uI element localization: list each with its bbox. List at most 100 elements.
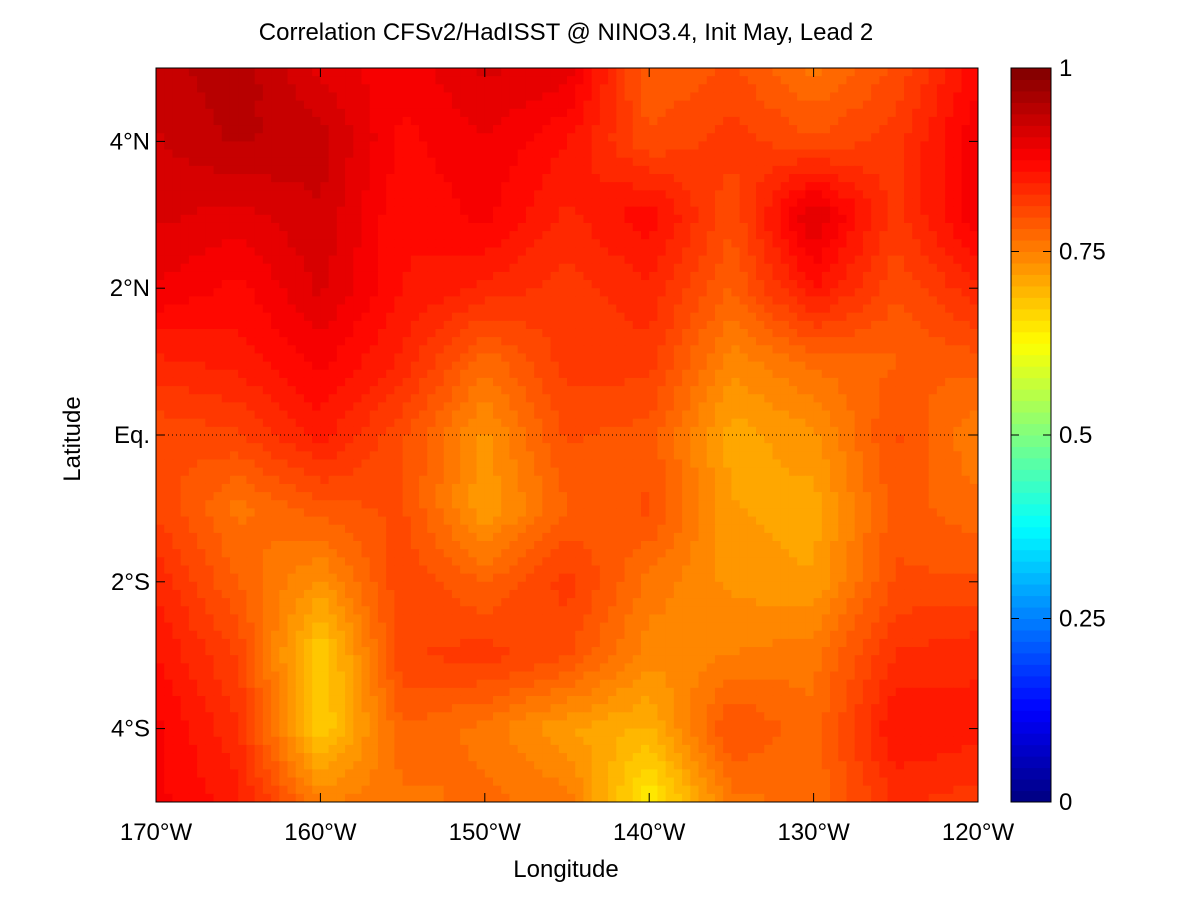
heatmap-cell [246,328,256,338]
heatmap-cell [871,459,880,469]
heatmap-cell [616,125,626,134]
heatmap-cell [854,410,864,420]
heatmap-cell [632,76,642,85]
heatmap-cell [345,68,354,77]
heatmap-cell [221,337,231,346]
heatmap-cell [271,214,280,224]
heatmap-cell [410,190,420,200]
heatmap-cell [830,231,839,240]
heatmap-cell [271,125,280,134]
heatmap-cell [862,296,872,306]
heatmap-cell [279,206,289,216]
heatmap-cell [493,76,502,85]
heatmap-cell [731,467,741,477]
heatmap-cell [229,394,239,403]
heatmap-cell [887,125,897,134]
heatmap-cell [945,165,954,175]
heatmap-cell [287,206,297,216]
heatmap-cell [205,100,215,110]
heatmap-cell [608,174,617,183]
heatmap-cell [279,165,289,175]
heatmap-cell [386,100,395,110]
heatmap-cell [583,353,593,363]
heatmap-cell [805,165,815,175]
heatmap-cell [254,402,264,412]
heatmap-cell [673,271,683,281]
heatmap-cell [567,222,576,232]
heatmap-cell [846,312,856,322]
heatmap-cell [320,149,330,159]
heatmap-cell [723,157,732,167]
heatmap-cell [821,353,831,363]
heatmap-cell [238,418,248,428]
heatmap-cell [805,149,815,159]
heatmap-cell [435,255,445,265]
heatmap-cell [197,182,206,191]
heatmap-cell [649,222,659,232]
heatmap-cell [164,231,174,240]
heatmap-cell [871,214,880,224]
heatmap-cell [287,108,297,118]
heatmap-cell [229,239,239,249]
heatmap-cell [542,214,552,224]
heatmap-cell [427,288,437,297]
heatmap-cell [567,174,576,183]
heatmap-cell [608,410,617,420]
heatmap-cell [591,133,601,142]
heatmap-cell [920,76,930,85]
heatmap-cell [221,410,231,420]
heatmap-cell [262,280,272,289]
heatmap-cell [361,133,371,142]
heatmap-cell [287,133,297,142]
heatmap-cell [525,443,535,452]
heatmap-cell [945,369,954,379]
heatmap-cell [361,361,371,371]
heatmap-cell [369,410,379,420]
heatmap-cell [172,116,182,126]
heatmap-cell [386,320,395,330]
heatmap-cell [484,410,494,420]
heatmap-cell [821,92,831,102]
heatmap-cell [320,198,330,208]
heatmap-cell [673,214,683,224]
heatmap-cell [788,280,798,289]
heatmap-cell [180,100,190,110]
heatmap-cell [657,459,667,469]
heatmap-cell [723,288,732,297]
heatmap-cell [345,320,354,330]
heatmap-cell [229,328,239,338]
heatmap-cell [435,288,445,297]
heatmap-cell [591,190,601,200]
heatmap-cell [936,206,946,216]
heatmap-cell [608,149,617,159]
heatmap-cell [945,288,954,297]
heatmap-cell [575,141,585,151]
heatmap-cell [567,312,576,322]
heatmap-cell [180,198,190,208]
heatmap-cell [945,451,954,461]
heatmap-cell [805,125,815,134]
heatmap-cell [714,443,724,452]
heatmap-cell [336,467,346,477]
heatmap-cell [353,426,363,436]
heatmap-cell [640,133,650,142]
heatmap-cell [550,222,560,232]
heatmap-cell [813,328,823,338]
heatmap-cell [229,459,239,469]
heatmap-cell [608,443,617,452]
heatmap-cell [632,320,642,330]
heatmap-cell [665,288,675,297]
heatmap-cell [871,149,880,159]
heatmap-cell [468,157,478,167]
heatmap-cell [953,133,963,142]
heatmap-cell [632,410,642,420]
heatmap-cell [435,190,445,200]
heatmap-cell [920,206,930,216]
heatmap-cell [657,394,667,403]
heatmap-cell [788,451,798,461]
heatmap-cell [402,304,412,314]
heatmap-cell [764,84,774,94]
heatmap-cell [336,280,346,289]
heatmap-cell [936,165,946,175]
heatmap-cell [665,410,675,420]
